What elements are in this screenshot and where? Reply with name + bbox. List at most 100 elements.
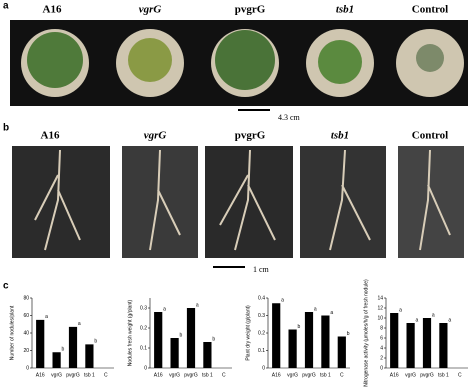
significance-letter: b [212, 336, 215, 342]
significance-letter: a [196, 302, 199, 308]
y-tick-label: 0.3 [258, 313, 265, 319]
x-tick-label: C [458, 372, 462, 378]
strain-label: A16 [41, 130, 60, 142]
significance-letter: a [432, 312, 435, 318]
bar [52, 352, 61, 368]
photo [12, 146, 110, 258]
x-tick-label: A16 [36, 372, 45, 378]
root [329, 149, 371, 251]
x-tick-label: C [222, 372, 226, 378]
strain-label: tsb1 [331, 130, 349, 142]
significance-letter: a [163, 306, 166, 312]
significance-letter: a [45, 314, 48, 320]
y-tick-label: 10 [377, 315, 383, 321]
y-axis-label: Nodules fresh weight (g/plant) [127, 299, 133, 366]
y-tick-label: 40 [23, 330, 29, 336]
x-tick-label: pvgrG [184, 372, 198, 378]
x-tick-label: tsb 1 [202, 372, 213, 378]
root [219, 149, 276, 251]
strain-label: A16 [43, 4, 62, 16]
strain-label: tsb1 [336, 4, 354, 16]
y-tick-label: 60 [23, 313, 29, 319]
y-axis-label: Number of nodules/plant [9, 305, 15, 360]
y-tick-label: 0.4 [258, 295, 265, 301]
y-tick-label: 4 [380, 345, 383, 351]
bar [272, 303, 281, 368]
strain-label: pvgrG [235, 130, 266, 142]
significance-letter: b [347, 331, 350, 337]
significance-letter: a [78, 321, 81, 327]
strain-label: Control [412, 130, 448, 142]
y-tick-label: 0.3 [140, 305, 147, 311]
significance-letter: a [399, 307, 402, 313]
bar [154, 312, 163, 368]
bar [439, 323, 448, 368]
significance-letter: a [281, 298, 284, 304]
bar [186, 308, 196, 368]
y-tick-label: 0 [380, 365, 383, 371]
y-axis-label: Nitrogenase activity (µmoles/h/g of fres… [363, 279, 369, 387]
x-tick-label: C [104, 372, 108, 378]
strain-label: pvgrG [235, 4, 266, 16]
significance-letter: b [62, 347, 65, 353]
panel-letter: c [3, 281, 9, 292]
y-tick-label: 2 [380, 355, 383, 361]
y-tick-label: 8 [380, 325, 383, 331]
y-tick-label: 12 [377, 305, 383, 311]
y-axis-label: Plant dry weight (g/plant) [245, 305, 251, 361]
x-tick-label: pvgrG [66, 372, 80, 378]
y-tick-label: 0.1 [140, 345, 147, 351]
x-tick-label: tsb 1 [320, 372, 331, 378]
y-tick-label: 0 [262, 365, 265, 371]
y-tick-label: 80 [23, 295, 29, 301]
x-tick-label: C [340, 372, 344, 378]
significance-letter: a [416, 317, 419, 323]
plant [318, 40, 362, 84]
bar [406, 323, 415, 368]
x-tick-label: tsb 1 [438, 372, 449, 378]
strain-label: Control [412, 4, 448, 16]
x-tick-label: A16 [272, 372, 281, 378]
bar [68, 326, 78, 368]
y-tick-label: 0 [144, 365, 147, 371]
y-tick-label: 0 [26, 365, 29, 371]
bar [304, 312, 314, 368]
bar [337, 336, 346, 368]
x-tick-label: vgrG [169, 372, 180, 378]
x-tick-label: pvgrG [302, 372, 316, 378]
plant [416, 44, 444, 72]
significance-letter: a [448, 317, 451, 323]
x-tick-label: vgrG [51, 372, 62, 378]
x-tick-label: tsb 1 [84, 372, 95, 378]
x-tick-label: A16 [154, 372, 163, 378]
bar [288, 329, 297, 368]
x-tick-label: pvgrG [420, 372, 434, 378]
strain-label: vgrG [144, 130, 167, 142]
scale-label: 4.3 cm [278, 113, 301, 122]
plant [128, 38, 172, 82]
photo [300, 146, 386, 258]
significance-letter: a [314, 306, 317, 312]
root [419, 149, 451, 251]
y-tick-label: 20 [23, 348, 29, 354]
root [149, 149, 181, 251]
significance-letter: b [180, 332, 183, 338]
plant [215, 30, 275, 90]
panel-letter: a [3, 1, 9, 12]
bar [203, 342, 212, 368]
x-tick-label: A16 [390, 372, 399, 378]
x-tick-label: vgrG [287, 372, 298, 378]
y-tick-label: 14 [377, 295, 383, 301]
bar [422, 318, 432, 368]
bar [390, 313, 399, 368]
panel-letter: b [3, 123, 9, 134]
roots [34, 149, 451, 251]
y-tick-label: 0.1 [258, 348, 265, 354]
photo [398, 146, 464, 258]
bar [36, 319, 45, 368]
y-tick-label: 0.2 [258, 330, 265, 336]
root [34, 149, 81, 251]
y-tick-label: 6 [380, 335, 383, 341]
x-tick-label: vgrG [405, 372, 416, 378]
strain-label: vgrG [139, 4, 162, 16]
